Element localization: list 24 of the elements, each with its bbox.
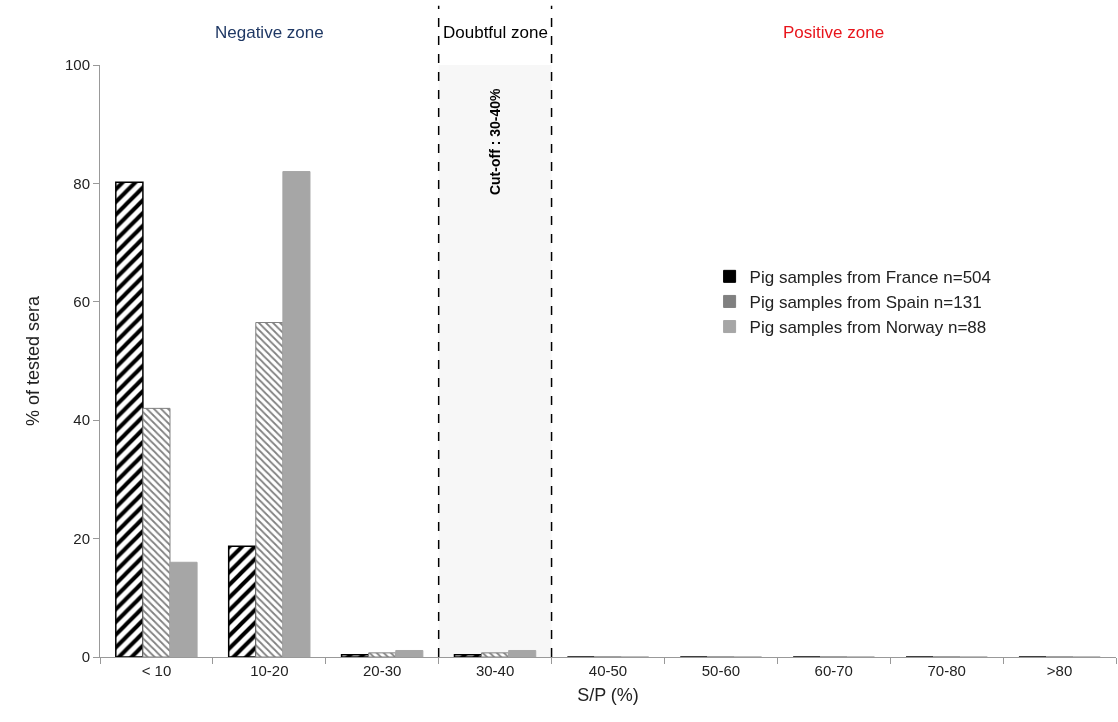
y-tick-label: 100 [64,56,90,74]
legend-label: Pig samples from Spain n=131 [749,293,982,313]
y-tick-label: 20 [73,529,90,547]
band-label: Doubtful zone [443,23,548,42]
x-tick-label: 40-50 [588,662,628,679]
x-tick-label: 70-80 [927,662,966,679]
x-tick-label: 20-30 [363,662,402,679]
y-axis-title: % of tested sera [23,294,44,427]
x-tick-label: 60-70 [814,662,853,679]
x-axis-title: S/P (%) [577,685,639,706]
legend-label: Pig samples from Norway n=88 [749,318,987,338]
text: Negative zone [215,23,324,42]
y-tick-label: 40 [73,411,90,429]
x-tick-label: 30-40 [475,662,515,679]
annotation: Cut-off : 30-40% [487,87,504,196]
x-tick-label: 50-60 [701,662,741,679]
text: Positive zone [783,23,885,42]
x-tick-label: 10-20 [250,662,289,679]
y-tick-label: 0 [81,648,90,666]
x-tick-label: >80 [1046,662,1073,679]
y-tick-label: 80 [73,174,90,192]
y-tick-label: 60 [73,293,90,311]
x-tick-label: < 10 [141,662,172,679]
legend-label: Pig samples from France n=504 [749,267,992,287]
